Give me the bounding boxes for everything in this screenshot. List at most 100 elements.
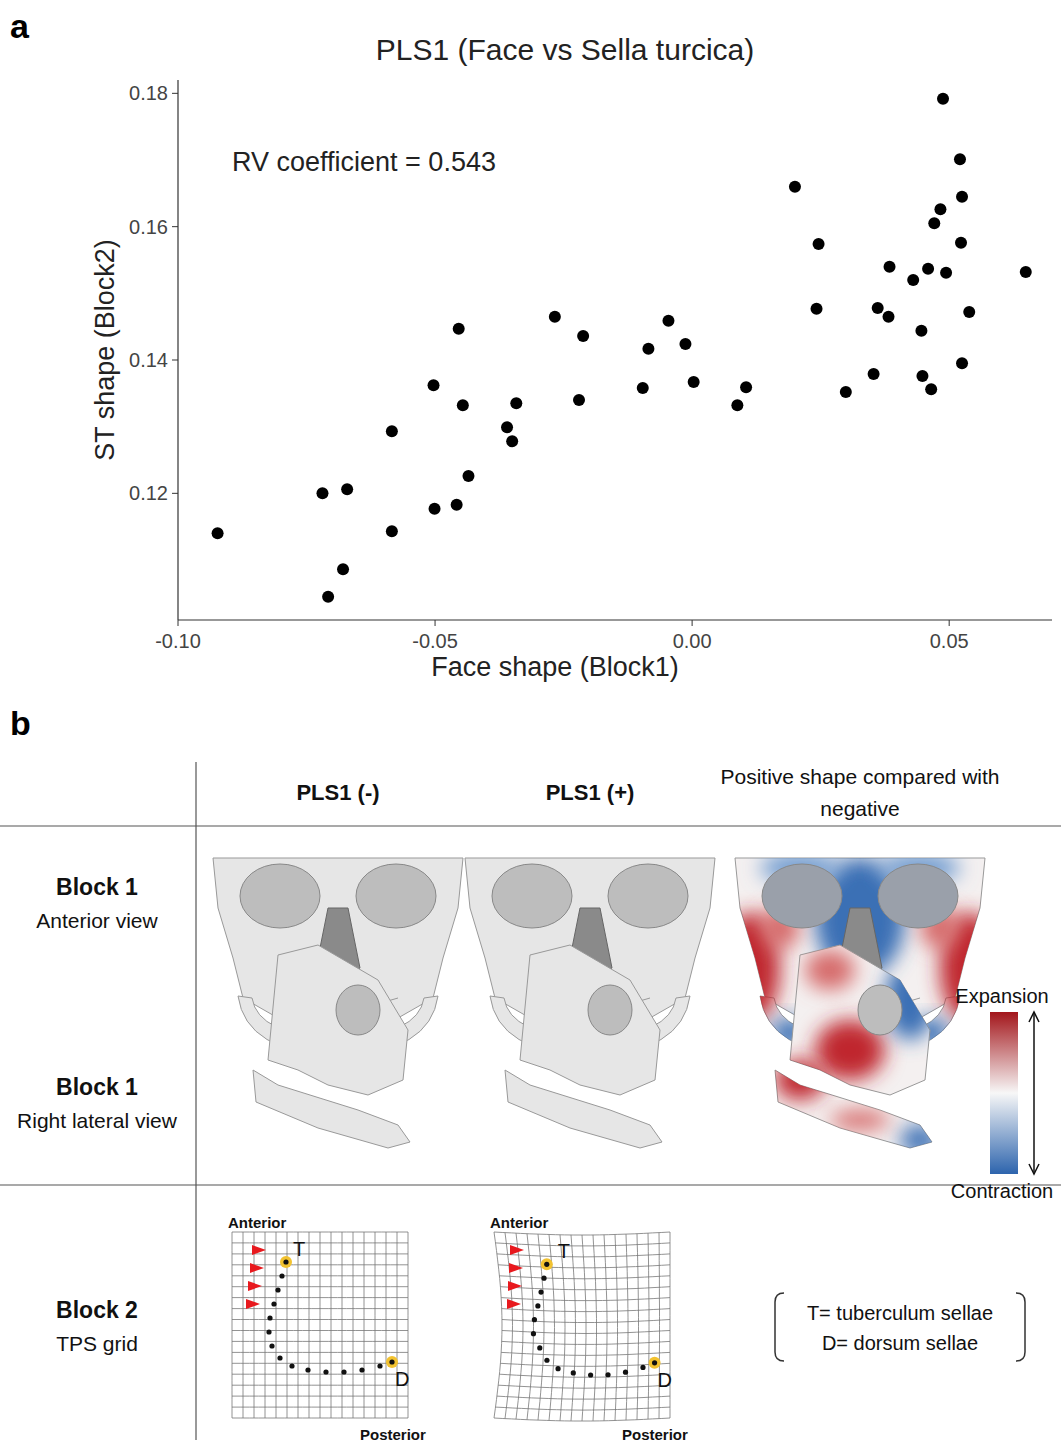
grid-line <box>560 1235 565 1421</box>
colorbar-label: Expansion <box>955 985 1048 1007</box>
semilandmark <box>283 1259 288 1264</box>
point <box>934 203 946 215</box>
landmark-label: D <box>658 1369 672 1391</box>
row-subtitle: TPS grid <box>56 1332 138 1355</box>
skull-lateral <box>775 945 940 1155</box>
semilandmark <box>532 1317 537 1322</box>
y-tick-label: 0.14 <box>129 349 168 371</box>
grid-line <box>309 1232 310 1418</box>
semilandmark <box>640 1365 645 1370</box>
grid-line <box>637 1234 639 1420</box>
panel-label: b <box>10 704 31 742</box>
point <box>386 525 398 537</box>
grid-line <box>615 1235 618 1421</box>
tps-grid: TDAnteriorPosterior <box>228 1214 426 1443</box>
point <box>940 267 952 279</box>
grid-line <box>497 1396 670 1399</box>
grid-line <box>498 1265 670 1268</box>
grid-line <box>498 1385 670 1388</box>
rule <box>0 825 1061 826</box>
point <box>956 191 968 203</box>
semilandmark <box>588 1372 593 1377</box>
grid-line <box>232 1330 408 1331</box>
semilandmark <box>544 1262 549 1267</box>
face <box>268 945 408 1095</box>
semilandmark <box>323 1369 328 1374</box>
grid-line <box>232 1253 408 1254</box>
grid-line <box>500 1287 670 1290</box>
point <box>462 470 474 482</box>
arrowhead <box>252 1245 266 1255</box>
point <box>1020 266 1032 278</box>
semilandmark <box>537 1345 542 1350</box>
title: PLS1 (Face vs Sella turcica) <box>376 33 754 66</box>
grid-line <box>501 1352 670 1355</box>
grid-line <box>276 1232 277 1418</box>
point <box>907 274 919 286</box>
grid-line <box>571 1235 576 1421</box>
y-tick <box>172 360 178 361</box>
arrow-heads <box>1029 1012 1039 1174</box>
grid-line <box>232 1396 408 1397</box>
point <box>662 315 674 327</box>
landmark-label: T <box>558 1240 570 1262</box>
row-title: Block 1 <box>56 874 138 900</box>
y-axis <box>177 80 178 620</box>
bracket <box>1016 1293 1025 1361</box>
orbit <box>356 864 436 928</box>
mandible <box>253 1070 410 1148</box>
grid-line <box>232 1385 408 1386</box>
semilandmark <box>652 1360 657 1365</box>
direction-label: Posterior <box>360 1426 426 1443</box>
grid-line <box>502 1309 670 1312</box>
orbit <box>858 985 902 1035</box>
y-tick <box>172 226 178 227</box>
point <box>457 399 469 411</box>
grid-line <box>494 1232 670 1235</box>
row-title: Block 2 <box>56 1297 138 1323</box>
point <box>928 217 940 229</box>
bracket <box>775 1293 784 1361</box>
point <box>341 483 353 495</box>
grid-line <box>232 1352 408 1353</box>
heat-blob <box>805 950 855 990</box>
point <box>789 181 801 193</box>
grid-line <box>496 1407 671 1410</box>
grid-line <box>502 1320 670 1323</box>
grid-line <box>516 1233 523 1419</box>
point <box>679 338 691 350</box>
grid-line <box>243 1232 244 1418</box>
semilandmark <box>544 1358 549 1363</box>
grid-line <box>232 1363 408 1364</box>
semilandmark <box>377 1363 382 1368</box>
semilandmark <box>359 1367 364 1372</box>
y-tick <box>172 493 178 494</box>
point <box>731 399 743 411</box>
colorbar-label: Contraction <box>951 1180 1053 1202</box>
grid-line <box>497 1254 670 1257</box>
grid-line <box>502 1341 670 1344</box>
point <box>453 323 465 335</box>
point <box>316 487 328 499</box>
grid-line <box>232 1418 408 1419</box>
x-tick-label: 0.05 <box>930 630 969 652</box>
y-tick-label: 0.12 <box>129 482 168 504</box>
orbit <box>878 864 958 928</box>
line: PLS1 (+) <box>546 780 635 805</box>
grid-line <box>648 1233 649 1419</box>
arrowhead <box>508 1281 522 1291</box>
semilandmark <box>305 1367 310 1372</box>
face <box>520 945 660 1095</box>
point <box>386 425 398 437</box>
semilandmark <box>266 1329 271 1334</box>
grid-line <box>604 1235 607 1421</box>
semilandmark <box>538 1289 543 1294</box>
point <box>501 421 513 433</box>
semilandmark <box>277 1355 282 1360</box>
grid-line <box>232 1297 408 1298</box>
mandible <box>505 1070 662 1148</box>
colorbar <box>990 1012 1018 1174</box>
x-tick-label: 0.00 <box>673 630 712 652</box>
x-tick <box>692 620 693 626</box>
grid-line <box>232 1374 408 1375</box>
